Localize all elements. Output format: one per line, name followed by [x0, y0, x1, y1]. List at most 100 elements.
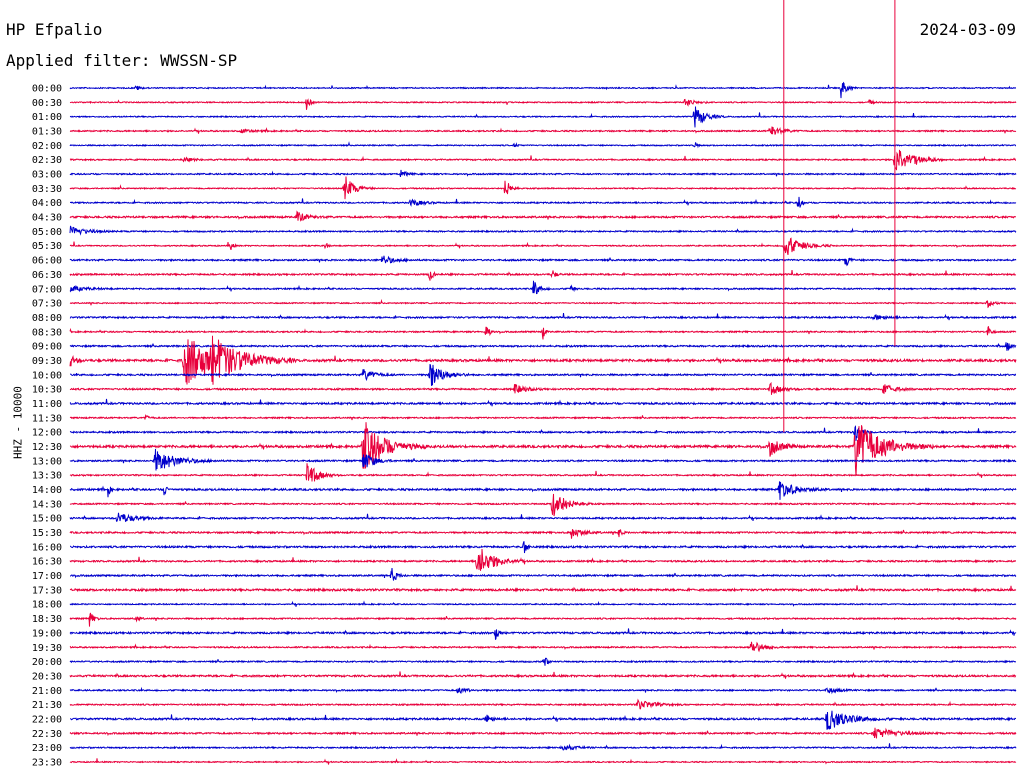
- time-tick-label: 02:30: [32, 155, 62, 166]
- time-tick-label: 04:30: [32, 213, 62, 224]
- time-tick-label: 05:00: [32, 227, 62, 238]
- time-tick-label: 09:30: [32, 356, 62, 367]
- time-tick-label: 19:30: [32, 643, 62, 654]
- trace-line: [69, 280, 1017, 295]
- time-tick-label: 04:00: [32, 198, 62, 209]
- time-tick-label: 23:30: [32, 757, 62, 768]
- time-tick-label: 11:00: [32, 399, 62, 410]
- time-tick-label: 20:30: [32, 671, 62, 682]
- trace-line: [69, 81, 1017, 99]
- time-tick-label: 19:00: [32, 628, 62, 639]
- trace-line: [69, 312, 1017, 321]
- time-tick-label: 22:30: [32, 729, 62, 740]
- trace-line: [69, 255, 1017, 267]
- filter-subtitle: Applied filter: WWSSN-SP: [6, 51, 238, 70]
- time-tick-label: 08:30: [32, 327, 62, 338]
- time-tick-label: 00:00: [32, 84, 62, 95]
- time-tick-label: 18:30: [32, 614, 62, 625]
- time-tick-label: 07:30: [32, 299, 62, 310]
- trace-line: [69, 698, 1017, 710]
- time-tick-label: 18:00: [32, 600, 62, 611]
- trace-line: [69, 298, 1017, 309]
- trace-line: [69, 567, 1017, 581]
- time-tick-label: 22:00: [32, 714, 62, 725]
- trace-line: [69, 413, 1017, 421]
- time-tick-label: 12:30: [32, 442, 62, 453]
- time-tick-label: 16:30: [32, 557, 62, 568]
- trace-line: [69, 541, 1017, 554]
- time-tick-label: 14:00: [32, 485, 62, 496]
- time-tick-label: 06:30: [32, 270, 62, 281]
- trace-line: [69, 363, 1017, 386]
- trace-line: [69, 149, 1016, 171]
- trace-line: [69, 529, 1017, 539]
- trace-line: [69, 641, 1017, 653]
- trace-line: [69, 686, 1017, 695]
- trace-line: [69, 335, 1017, 385]
- trace-line: [69, 425, 1017, 441]
- time-tick-label: 12:00: [32, 428, 62, 439]
- trace-line: [69, 141, 1017, 149]
- trace-line: [69, 422, 1017, 476]
- tick-labels-layer: 00:00 00:30 01:00 01:30 02:00 02:30 03:00 03:30…: [32, 84, 62, 769]
- trace-line: [69, 381, 1017, 395]
- time-tick-label: 03:30: [32, 184, 62, 195]
- time-tick-label: 01:30: [32, 127, 62, 138]
- trace-line: [69, 169, 1017, 178]
- time-tick-label: 08:00: [32, 313, 62, 324]
- time-tick-label: 01:00: [32, 112, 62, 123]
- trace-line: [69, 612, 1017, 627]
- time-tick-label: 14:30: [32, 499, 62, 510]
- saturation-layer: [783, 0, 896, 433]
- trace-line: [69, 342, 1017, 352]
- time-tick-label: 16:00: [32, 542, 62, 553]
- trace-line: [69, 628, 1017, 640]
- trace-line: [69, 269, 1017, 281]
- time-tick-label: 10:00: [32, 370, 62, 381]
- time-tick-label: 09:00: [32, 342, 62, 353]
- trace-line: [69, 743, 1017, 751]
- time-tick-label: 02:00: [32, 141, 62, 152]
- date-label: 2024-03-09: [919, 20, 1016, 39]
- time-tick-label: 05:30: [32, 241, 62, 252]
- time-tick-label: 00:30: [32, 98, 62, 109]
- trace-line: [69, 481, 1017, 500]
- trace-line: [69, 657, 1017, 666]
- time-tick-label: 20:00: [32, 657, 62, 668]
- trace-line: [69, 710, 1017, 730]
- time-tick-label: 13:30: [32, 471, 62, 482]
- time-tick-label: 15:30: [32, 528, 62, 539]
- trace-line: [69, 237, 1017, 256]
- time-tick-label: 03:00: [32, 170, 62, 181]
- trace-line: [69, 600, 1017, 607]
- trace-line: [69, 210, 1017, 223]
- trace-line: [69, 585, 1017, 593]
- trace-line: [69, 176, 1017, 200]
- trace-line: [69, 196, 1017, 208]
- trace-line: [69, 398, 1017, 407]
- trace-line: [69, 463, 1017, 482]
- trace-line: [69, 758, 1017, 765]
- trace-line: [69, 126, 1017, 135]
- time-tick-label: 23:00: [32, 743, 62, 754]
- time-tick-label: 21:30: [32, 700, 62, 711]
- time-tick-label: 07:00: [32, 284, 62, 295]
- trace-line: [69, 671, 1017, 679]
- time-tick-label: 17:00: [32, 571, 62, 582]
- time-tick-label: 11:30: [32, 413, 62, 424]
- time-tick-label: 21:00: [32, 686, 62, 697]
- trace-line: [69, 549, 1017, 571]
- trace-line: [69, 106, 1017, 128]
- trace-line: [69, 225, 1017, 236]
- trace-line: [69, 326, 1017, 340]
- station-title: HP Efpalio: [6, 20, 103, 39]
- time-tick-label: 13:00: [32, 456, 62, 467]
- trace-line: [69, 512, 1017, 523]
- time-tick-label: 10:30: [32, 385, 62, 396]
- trace-line: [69, 493, 1017, 517]
- time-tick-label: 15:00: [32, 514, 62, 525]
- traces-layer: [69, 81, 1017, 765]
- trace-line: [69, 727, 1017, 739]
- trace-line: [69, 98, 1017, 110]
